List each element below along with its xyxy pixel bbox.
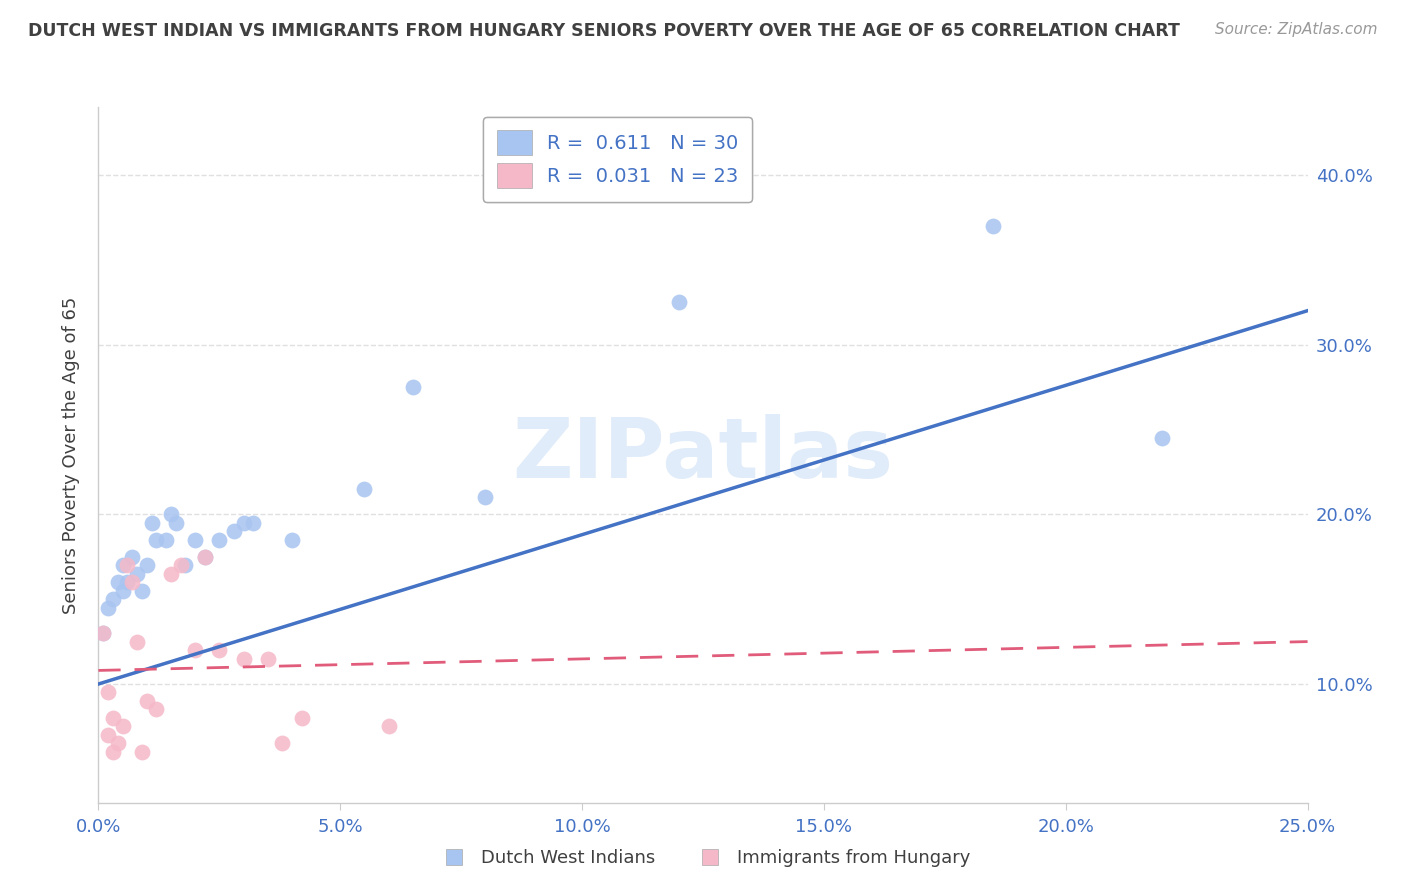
- Legend: Dutch West Indians, Immigrants from Hungary: Dutch West Indians, Immigrants from Hung…: [429, 842, 977, 874]
- Point: [281, 533, 304, 547]
- Point: [271, 736, 294, 750]
- Point: [232, 516, 254, 530]
- Point: [290, 711, 312, 725]
- Point: [135, 558, 157, 573]
- Point: [131, 745, 153, 759]
- Point: [160, 566, 183, 581]
- Point: [117, 558, 139, 573]
- Point: [107, 575, 129, 590]
- Point: [165, 516, 187, 530]
- Point: [232, 651, 254, 665]
- Point: [208, 533, 231, 547]
- Point: [145, 702, 167, 716]
- Point: [256, 651, 278, 665]
- Point: [1152, 431, 1174, 445]
- Point: [121, 575, 143, 590]
- Point: [101, 592, 124, 607]
- Point: [135, 694, 157, 708]
- Text: Source: ZipAtlas.com: Source: ZipAtlas.com: [1215, 22, 1378, 37]
- Point: [127, 634, 149, 648]
- Point: [145, 533, 167, 547]
- Point: [101, 711, 124, 725]
- Point: [194, 549, 217, 564]
- Point: [208, 643, 231, 657]
- Point: [97, 728, 120, 742]
- Text: DUTCH WEST INDIAN VS IMMIGRANTS FROM HUNGARY SENIORS POVERTY OVER THE AGE OF 65 : DUTCH WEST INDIAN VS IMMIGRANTS FROM HUN…: [28, 22, 1180, 40]
- Point: [127, 566, 149, 581]
- Point: [222, 524, 245, 539]
- Point: [155, 533, 177, 547]
- Point: [377, 719, 399, 733]
- Point: [111, 719, 134, 733]
- Point: [160, 508, 183, 522]
- Point: [668, 295, 690, 310]
- Point: [101, 745, 124, 759]
- Point: [117, 575, 139, 590]
- Point: [184, 533, 207, 547]
- Point: [97, 685, 120, 699]
- Text: ZIPatlas: ZIPatlas: [513, 415, 893, 495]
- Point: [402, 380, 425, 394]
- Point: [131, 583, 153, 598]
- Y-axis label: Seniors Poverty Over the Age of 65: Seniors Poverty Over the Age of 65: [62, 296, 80, 614]
- Point: [194, 549, 217, 564]
- Point: [184, 643, 207, 657]
- Legend: R =  0.611   N = 30, R =  0.031   N = 23: R = 0.611 N = 30, R = 0.031 N = 23: [484, 117, 752, 202]
- Point: [111, 583, 134, 598]
- Point: [474, 491, 496, 505]
- Point: [141, 516, 163, 530]
- Point: [981, 219, 1004, 233]
- Point: [121, 549, 143, 564]
- Point: [91, 626, 114, 640]
- Point: [174, 558, 197, 573]
- Point: [111, 558, 134, 573]
- Point: [91, 626, 114, 640]
- Point: [169, 558, 191, 573]
- Point: [97, 600, 120, 615]
- Point: [107, 736, 129, 750]
- Point: [353, 482, 375, 496]
- Point: [242, 516, 264, 530]
